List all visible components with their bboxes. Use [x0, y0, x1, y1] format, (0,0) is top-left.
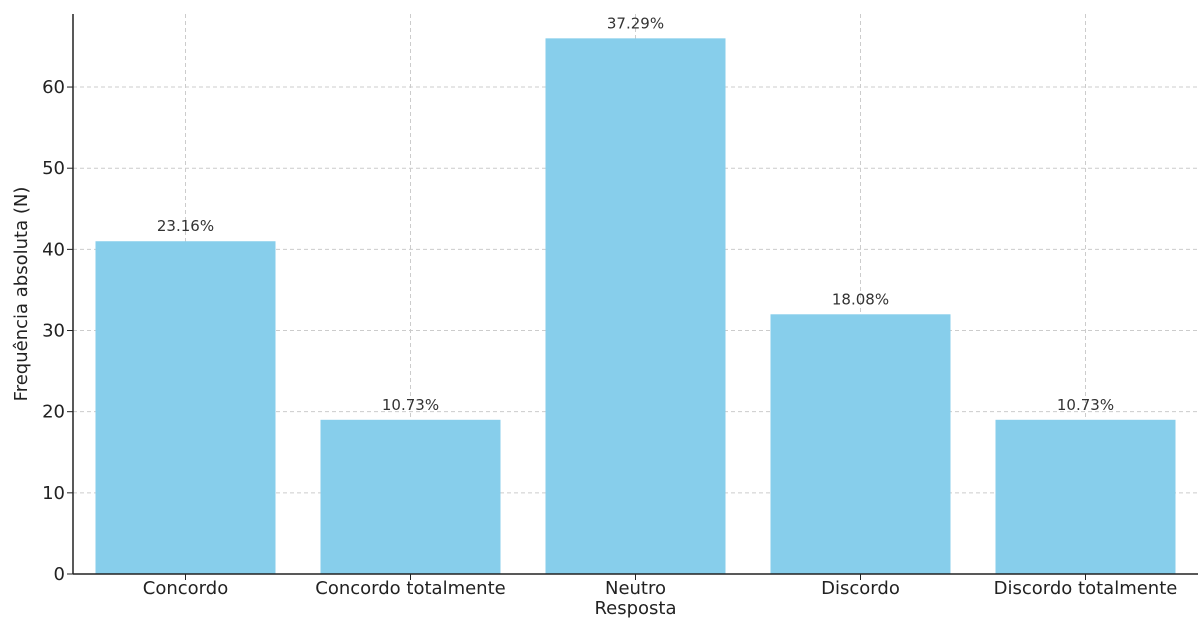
data-labels: 23.16% 10.73% 37.29% 18.08% 10.73%	[157, 14, 1114, 413]
y-tick-label: 20	[42, 402, 65, 423]
y-tick-label: 30	[42, 321, 65, 342]
y-tick-label: 0	[54, 564, 65, 585]
bar-data-label: 10.73%	[382, 396, 439, 414]
y-tick-label: 60	[42, 77, 65, 98]
bar-data-label: 23.16%	[157, 217, 214, 235]
y-tick-label: 50	[42, 158, 65, 179]
bar	[770, 314, 951, 574]
bar	[320, 419, 501, 574]
bars	[95, 38, 1176, 574]
x-tick-label: Concordo totalmente	[315, 578, 505, 599]
x-tick-label: Discordo	[821, 578, 900, 599]
x-axis-title: Resposta	[594, 598, 676, 618]
bar-data-label: 18.08%	[832, 290, 889, 308]
bar	[995, 419, 1176, 574]
x-tick-label: Concordo	[143, 578, 228, 599]
x-ticks: Concordo Concordo totalmente Neutro Discord…	[143, 574, 1178, 599]
x-tick-label: Discordo totalmente	[994, 578, 1178, 599]
y-tick-label: 10	[42, 483, 65, 504]
bar	[95, 241, 276, 574]
y-axis-title: Frequência absoluta (N)	[11, 187, 32, 402]
bar-data-label: 10.73%	[1057, 396, 1114, 414]
y-ticks: 0 10 20 30 40 50 60	[42, 77, 73, 585]
bar-data-label: 37.29%	[607, 14, 664, 32]
bar	[545, 38, 726, 574]
y-tick-label: 40	[42, 239, 65, 260]
x-tick-label: Neutro	[605, 578, 666, 599]
